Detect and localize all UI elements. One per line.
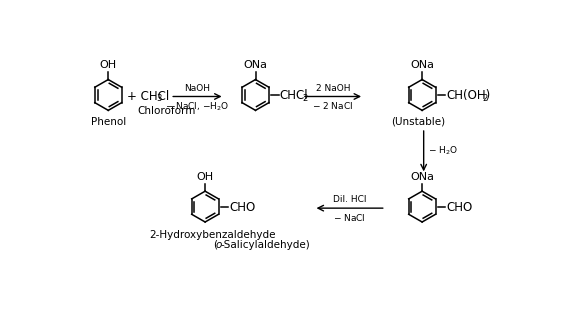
Text: ONa: ONa <box>410 172 434 182</box>
Text: o: o <box>216 240 222 250</box>
Text: 2: 2 <box>483 94 488 103</box>
Text: + CHCl: + CHCl <box>127 90 169 103</box>
Text: Chloroform: Chloroform <box>138 106 196 116</box>
Text: $-$ 2 NaCl: $-$ 2 NaCl <box>312 100 353 111</box>
Text: ONa: ONa <box>410 60 434 70</box>
Text: Phenol: Phenol <box>90 117 126 126</box>
Text: 2: 2 <box>303 94 308 103</box>
Text: CHO: CHO <box>446 201 473 214</box>
Text: (Unstable): (Unstable) <box>391 117 446 126</box>
Text: 3: 3 <box>156 94 161 103</box>
Text: (: ( <box>213 240 217 250</box>
Text: -Salicylaldehyde): -Salicylaldehyde) <box>221 240 311 250</box>
Text: OH: OH <box>197 172 214 182</box>
Text: 2 NaOH: 2 NaOH <box>316 84 350 93</box>
Text: NaOH: NaOH <box>184 84 210 93</box>
Text: Dil. HCl: Dil. HCl <box>333 195 366 204</box>
Text: $-$ NaCl, $-$H$_2$O: $-$ NaCl, $-$H$_2$O <box>165 100 230 113</box>
Text: CH(OH): CH(OH) <box>446 89 490 102</box>
Text: OH: OH <box>100 60 117 70</box>
Text: ONa: ONa <box>244 60 268 70</box>
Text: CHCl: CHCl <box>279 89 308 102</box>
Text: CHO: CHO <box>229 201 255 214</box>
Text: 2-Hydroxybenzaldehyde: 2-Hydroxybenzaldehyde <box>150 230 276 240</box>
Text: $-$ H$_2$O: $-$ H$_2$O <box>427 145 457 157</box>
Text: $-$ NaCl: $-$ NaCl <box>333 212 366 223</box>
